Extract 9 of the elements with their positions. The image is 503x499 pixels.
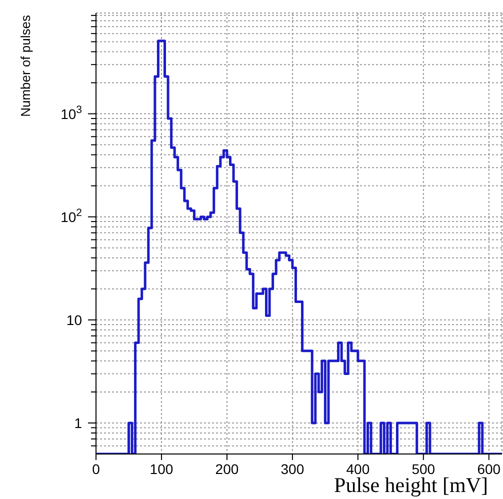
y-tick-label: 10$^{2}$ xyxy=(60,206,82,225)
y-axis-title: Number of pulses xyxy=(18,14,33,117)
y-tick-label: 10 xyxy=(66,312,82,328)
x-tick-label: 300 xyxy=(280,461,304,477)
x-tick-label: 100 xyxy=(150,461,174,477)
x-tick-label: 200 xyxy=(215,461,239,477)
y-tick-label: 1 xyxy=(74,414,82,431)
y-tick-label: 10$^{3}$ xyxy=(60,104,82,122)
x-tick-label: 0 xyxy=(92,461,100,477)
